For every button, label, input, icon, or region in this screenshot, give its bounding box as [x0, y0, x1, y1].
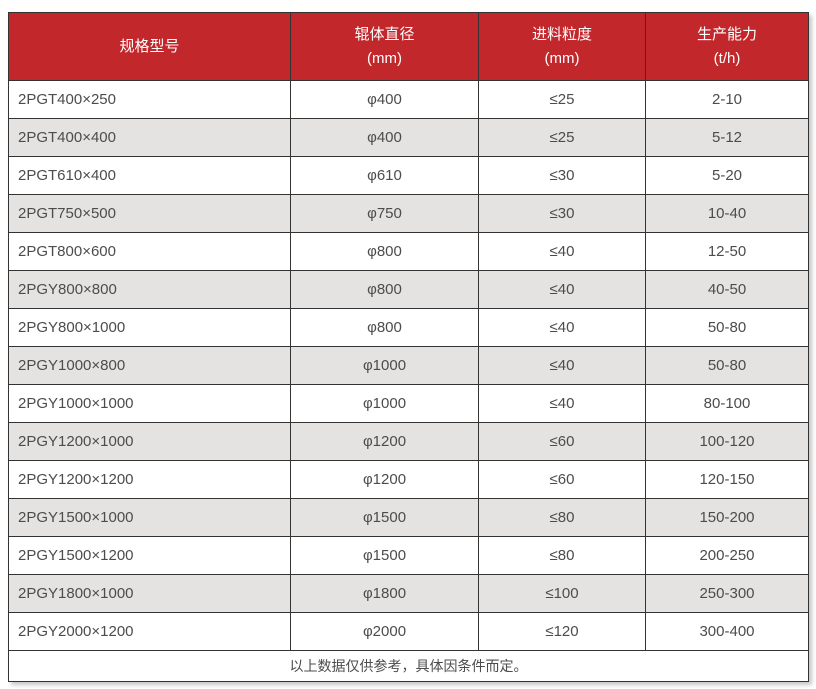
table-row: 2PGY1000×1000 φ1000 ≤40 80-100 [8, 384, 809, 423]
table-row: 2PGT750×500 φ750 ≤30 10-40 [8, 194, 809, 233]
column-header-label: 进料粒度 [531, 25, 592, 43]
table-row: 2PGT400×250 φ400 ≤25 2-10 [8, 80, 809, 119]
column-header-label: 生产能力 [696, 25, 757, 43]
column-header-unit: (t/h) [713, 49, 741, 67]
model-cell: 2PGY1500×1200 [8, 536, 291, 575]
capacity-cell: 200-250 [645, 536, 809, 575]
model-cell: 2PGT750×500 [8, 194, 291, 233]
feed-size-cell: ≤60 [478, 422, 646, 461]
capacity-cell: 40-50 [645, 270, 809, 309]
capacity-cell: 150-200 [645, 498, 809, 537]
roller-diameter-cell: φ1200 [290, 460, 479, 499]
capacity-cell: 250-300 [645, 574, 809, 613]
capacity-cell: 2-10 [645, 80, 809, 119]
column-header-capacity: 生产能力 (t/h) [645, 12, 809, 81]
model-cell: 2PGY2000×1200 [8, 612, 291, 651]
column-header-roller-diameter: 辊体直径 (mm) [290, 12, 479, 81]
roller-diameter-cell: φ800 [290, 308, 479, 347]
roller-diameter-cell: φ1500 [290, 498, 479, 537]
column-header-label: 辊体直径 [354, 25, 415, 43]
feed-size-cell: ≤80 [478, 498, 646, 537]
model-cell: 2PGY1000×1000 [8, 384, 291, 423]
model-cell: 2PGY800×1000 [8, 308, 291, 347]
spec-table: 规格型号 辊体直径 (mm) 进料粒度 (mm) [8, 12, 809, 682]
roller-diameter-cell: φ2000 [290, 612, 479, 651]
model-cell: 2PGY1200×1200 [8, 460, 291, 499]
table-row: 2PGY1500×1000 φ1500 ≤80 150-200 [8, 498, 809, 537]
table-row: 2PGT610×400 φ610 ≤30 5-20 [8, 156, 809, 195]
feed-size-cell: ≤30 [478, 156, 646, 195]
capacity-cell: 80-100 [645, 384, 809, 423]
feed-size-cell: ≤25 [478, 118, 646, 157]
feed-size-cell: ≤100 [478, 574, 646, 613]
roller-diameter-cell: φ1200 [290, 422, 479, 461]
column-header-unit: (mm) [544, 49, 580, 67]
capacity-cell: 10-40 [645, 194, 809, 233]
footnote-text: 以上数据仅供参考，具体因条件而定。 [8, 650, 809, 682]
spec-table-footer: 以上数据仅供参考，具体因条件而定。 [8, 650, 809, 682]
roller-diameter-cell: φ400 [290, 118, 479, 157]
feed-size-cell: ≤30 [478, 194, 646, 233]
table-row: 2PGT800×600 φ800 ≤40 12-50 [8, 232, 809, 271]
column-header-label: 规格型号 [119, 37, 180, 55]
table-row: 2PGY1200×1000 φ1200 ≤60 100-120 [8, 422, 809, 461]
table-row: 2PGY800×1000 φ800 ≤40 50-80 [8, 308, 809, 347]
roller-diameter-cell: φ1800 [290, 574, 479, 613]
capacity-cell: 5-20 [645, 156, 809, 195]
spec-table-body: 2PGT400×250 φ400 ≤25 2-10 2PGT400×400 φ400 ≤25… [8, 80, 809, 651]
feed-size-cell: ≤40 [478, 384, 646, 423]
spec-table-header: 规格型号 辊体直径 (mm) 进料粒度 (mm) [8, 12, 809, 81]
model-cell: 2PGY1000×800 [8, 346, 291, 385]
table-row: 2PGY1200×1200 φ1200 ≤60 120-150 [8, 460, 809, 499]
header-row: 规格型号 辊体直径 (mm) 进料粒度 (mm) [8, 12, 809, 81]
feed-size-cell: ≤40 [478, 270, 646, 309]
table-row: 2PGY800×800 φ800 ≤40 40-50 [8, 270, 809, 309]
table-row: 2PGY1500×1200 φ1500 ≤80 200-250 [8, 536, 809, 575]
roller-diameter-cell: φ610 [290, 156, 479, 195]
roller-diameter-cell: φ750 [290, 194, 479, 233]
feed-size-cell: ≤120 [478, 612, 646, 651]
roller-diameter-cell: φ1000 [290, 384, 479, 423]
feed-size-cell: ≤40 [478, 308, 646, 347]
table-row: 2PGY2000×1200 φ2000 ≤120 300-400 [8, 612, 809, 651]
model-cell: 2PGT400×400 [8, 118, 291, 157]
column-header-model: 规格型号 [8, 12, 291, 81]
roller-diameter-cell: φ800 [290, 270, 479, 309]
capacity-cell: 50-80 [645, 346, 809, 385]
model-cell: 2PGY1200×1000 [8, 422, 291, 461]
column-header-unit: (mm) [367, 49, 402, 67]
roller-diameter-cell: φ1500 [290, 536, 479, 575]
feed-size-cell: ≤40 [478, 232, 646, 271]
model-cell: 2PGT800×600 [8, 232, 291, 271]
model-cell: 2PGY800×800 [8, 270, 291, 309]
roller-diameter-cell: φ1000 [290, 346, 479, 385]
footnote-row: 以上数据仅供参考，具体因条件而定。 [8, 650, 809, 682]
model-cell: 2PGY1800×1000 [8, 574, 291, 613]
feed-size-cell: ≤80 [478, 536, 646, 575]
roller-diameter-cell: φ400 [290, 80, 479, 119]
model-cell: 2PGY1500×1000 [8, 498, 291, 537]
capacity-cell: 100-120 [645, 422, 809, 461]
roller-diameter-cell: φ800 [290, 232, 479, 271]
capacity-cell: 50-80 [645, 308, 809, 347]
capacity-cell: 12-50 [645, 232, 809, 271]
capacity-cell: 5-12 [645, 118, 809, 157]
column-header-feed-size: 进料粒度 (mm) [478, 12, 646, 81]
table-row: 2PGY1000×800 φ1000 ≤40 50-80 [8, 346, 809, 385]
feed-size-cell: ≤25 [478, 80, 646, 119]
feed-size-cell: ≤60 [478, 460, 646, 499]
table-row: 2PGY1800×1000 φ1800 ≤100 250-300 [8, 574, 809, 613]
capacity-cell: 120-150 [645, 460, 809, 499]
model-cell: 2PGT610×400 [8, 156, 291, 195]
feed-size-cell: ≤40 [478, 346, 646, 385]
capacity-cell: 300-400 [645, 612, 809, 651]
table-row: 2PGT400×400 φ400 ≤25 5-12 [8, 118, 809, 157]
model-cell: 2PGT400×250 [8, 80, 291, 119]
